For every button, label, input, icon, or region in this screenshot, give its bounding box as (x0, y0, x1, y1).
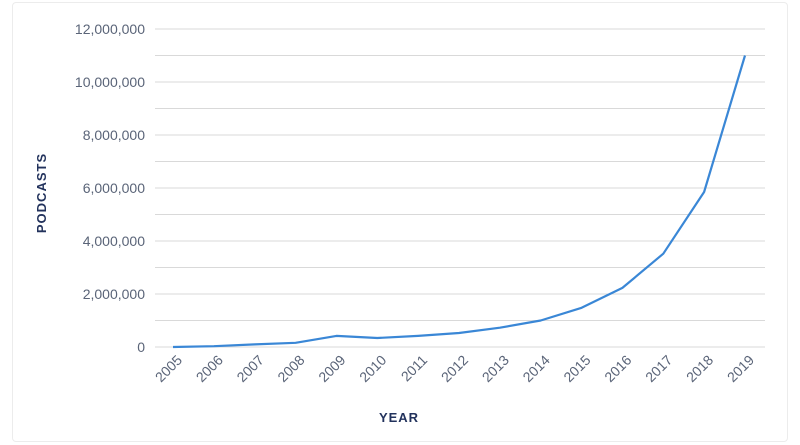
x-tick-label: 2012 (438, 352, 471, 385)
x-tick-label: 2019 (724, 352, 757, 385)
x-tick-label: 2009 (315, 352, 348, 385)
x-tick-label: 2017 (642, 352, 675, 385)
y-tick-label: 4,000,000 (83, 233, 145, 249)
y-tick-label: 10,000,000 (75, 74, 145, 90)
x-tick-label: 2016 (601, 352, 634, 385)
x-tick-label: 2007 (233, 352, 266, 385)
x-axis-title: YEAR (379, 410, 419, 425)
x-tick-label: 2010 (356, 352, 389, 385)
x-tick-label: 2018 (683, 352, 716, 385)
y-tick-label: 12,000,000 (75, 21, 145, 37)
grid-lines (155, 28, 765, 348)
x-tick-labels: 2005 2006 2007 2008 2009 2010 2011 2012 2013 2014… (152, 352, 757, 385)
y-axis-title: PODCASTS (34, 153, 49, 233)
y-tick-label: 0 (137, 339, 145, 355)
y-tick-labels: 0 2,000,000 4,000,000 6,000,000 8,000,000 10,… (75, 21, 145, 355)
x-tick-label: 2005 (152, 352, 185, 385)
y-tick-label: 8,000,000 (83, 127, 145, 143)
x-tick-label: 2014 (519, 352, 552, 385)
series-line (172, 55, 747, 349)
x-tick-label: 2008 (274, 352, 307, 385)
x-tick-label: 2013 (479, 352, 512, 385)
x-tick-label: 2011 (398, 352, 431, 385)
y-tick-label: 2,000,000 (83, 286, 145, 302)
x-tick-label: 2015 (560, 352, 593, 385)
x-tick-label: 2006 (193, 352, 226, 385)
y-tick-label: 6,000,000 (83, 180, 145, 196)
chart-card (12, 2, 788, 442)
